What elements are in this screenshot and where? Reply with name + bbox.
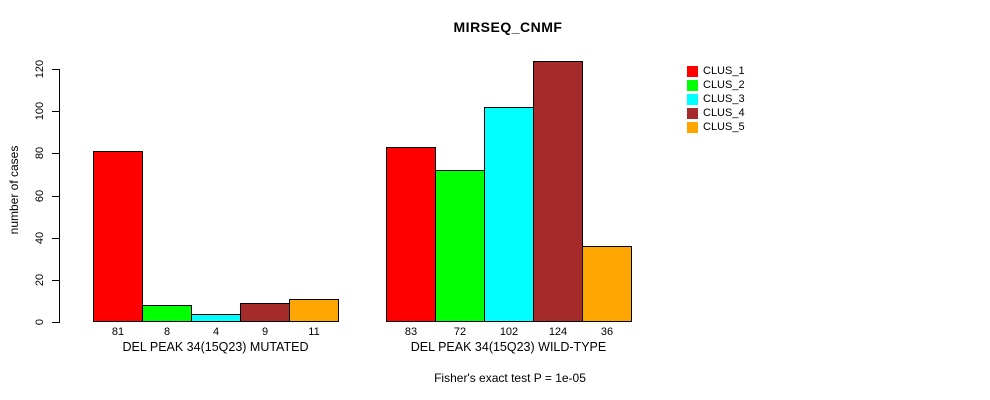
bar-value-label: 72: [453, 326, 467, 338]
legend-label: CLUS_2: [703, 79, 745, 91]
y-axis-tick: [52, 69, 59, 70]
y-axis-tick-label: 120: [34, 59, 46, 79]
y-axis-tick-label: 20: [34, 273, 46, 287]
y-axis-tick: [52, 111, 59, 112]
bar-clus_3-group2: [484, 107, 534, 322]
legend-row: CLUS_4: [687, 108, 745, 119]
legend-swatch-icon: [687, 122, 698, 133]
bar-clus_1-group2: [386, 147, 436, 322]
bar-value-label: 36: [600, 326, 614, 338]
legend-swatch-icon: [687, 66, 698, 77]
bar-value-label: 124: [548, 326, 568, 338]
bar-value-label: 11: [308, 326, 320, 338]
y-axis-tick-label: 60: [34, 189, 46, 203]
legend-row: CLUS_2: [687, 80, 745, 91]
legend-row: CLUS_1: [687, 66, 745, 77]
fisher-test-annotation: Fisher's exact test P = 1e-05: [434, 371, 586, 385]
bar-value-label: 81: [111, 326, 125, 338]
legend-swatch-icon: [687, 94, 698, 105]
bar-clus_4-group2: [533, 61, 583, 322]
y-axis-tick: [52, 153, 59, 154]
y-axis-line: [59, 69, 60, 323]
legend: CLUS_1 CLUS_2 CLUS_3 CLUS_4 CLUS_5: [687, 66, 745, 136]
y-axis-tick-label: 40: [34, 231, 46, 245]
bar-clus_1-group1: [93, 151, 143, 322]
legend-label: CLUS_5: [703, 121, 745, 133]
legend-row: CLUS_5: [687, 122, 745, 133]
y-axis-title: number of cases: [7, 145, 21, 235]
bar-clus_5-group2: [582, 246, 632, 322]
bar-value-label: 102: [499, 326, 519, 338]
y-axis-tick-label: 0: [34, 318, 46, 326]
legend-swatch-icon: [687, 108, 698, 119]
group-label: DEL PEAK 34(15Q23) WILD-TYPE: [410, 340, 607, 354]
y-axis-tick-label: 80: [34, 146, 46, 160]
bar-clus_2-group1: [142, 305, 192, 322]
legend-label: CLUS_4: [703, 107, 745, 119]
y-axis-tick: [52, 196, 59, 197]
y-axis-tick: [52, 238, 59, 239]
y-axis-tick: [52, 322, 59, 323]
bar-value-label: 9: [261, 326, 269, 338]
legend-swatch-icon: [687, 80, 698, 91]
group-label: DEL PEAK 34(15Q23) MUTATED: [122, 340, 309, 354]
bar-value-label: 8: [163, 326, 171, 338]
legend-label: CLUS_1: [703, 65, 745, 77]
bar-value-label: 4: [212, 326, 220, 338]
bar-clus_4-group1: [240, 303, 290, 322]
y-axis-tick-label: 100: [34, 101, 46, 121]
y-axis-tick: [52, 280, 59, 281]
legend-row: CLUS_3: [687, 94, 745, 105]
chart-title: MIRSEQ_CNMF: [453, 19, 563, 35]
bar-clus_3-group1: [191, 314, 241, 322]
bar-clus_5-group1: [289, 299, 339, 322]
legend-label: CLUS_3: [703, 93, 745, 105]
bar-value-label: 83: [404, 326, 418, 338]
bar-clus_2-group2: [435, 170, 485, 322]
